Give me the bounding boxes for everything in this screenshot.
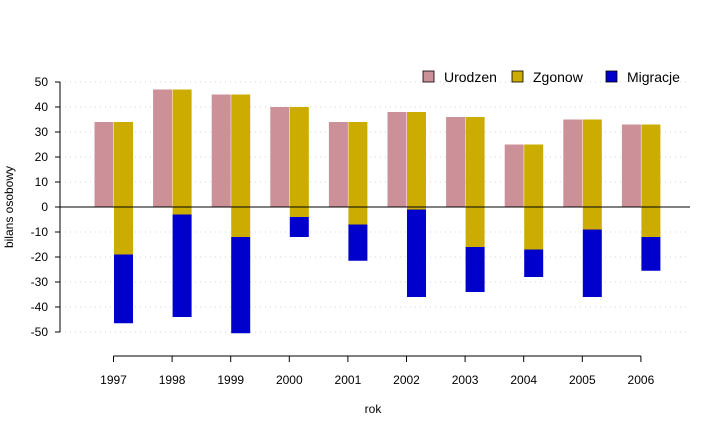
y-tick-label: -30 (31, 275, 49, 289)
x-tick-label: 2006 (628, 373, 655, 387)
bar-urodzen-2005 (563, 119, 583, 207)
x-tick-label: 2001 (335, 373, 362, 387)
y-tick-label: 0 (41, 200, 48, 214)
bar-migracje-2001 (348, 224, 368, 261)
bar-zgonow-2001 (348, 122, 368, 225)
x-tick-label: 2000 (276, 373, 303, 387)
legend: Urodzen Zgonow Migracje (422, 69, 680, 85)
y-tick-label: 50 (35, 75, 49, 89)
bar-urodzen-1999 (211, 94, 231, 207)
legend-swatch-migracje (605, 70, 618, 83)
bar-zgonow-2004 (524, 144, 544, 250)
bar-migracje-2000 (289, 217, 309, 237)
bar-zgonow-2002 (407, 112, 426, 210)
bar-zgonow-2005 (582, 119, 602, 230)
bar-zgonow-1998 (172, 89, 192, 215)
x-tick-label: 1999 (217, 373, 244, 387)
bar-migracje-2006 (641, 237, 661, 271)
bar-zgonow-1997 (114, 122, 133, 255)
bar-zgonow-2003 (465, 117, 485, 247)
y-tick-label: -40 (31, 300, 49, 314)
bar-zgonow-2006 (641, 124, 661, 237)
bar-migracje-2002 (407, 209, 426, 297)
bar-urodzen-2000 (270, 107, 290, 207)
bar-urodzen-2001 (328, 122, 348, 207)
x-axis-title: rok (365, 402, 383, 416)
y-tick-label: -50 (31, 325, 49, 339)
legend-label-migracje: Migracje (627, 69, 680, 85)
y-tick-label: 40 (35, 100, 49, 114)
x-tick-label: 1997 (100, 373, 127, 387)
x-tick-label: 2003 (452, 373, 479, 387)
bar-migracje-1997 (114, 254, 133, 324)
legend-label-urodzen: Urodzen (444, 69, 497, 85)
legend-swatch-urodzen (422, 70, 435, 83)
bar-urodzen-1997 (94, 122, 114, 207)
bar-migracje-2004 (524, 249, 544, 277)
bar-urodzen-1998 (153, 89, 173, 207)
bar-migracje-2005 (582, 229, 602, 297)
y-axis-title: bilans osobowy (2, 166, 16, 248)
bar-urodzen-2002 (387, 112, 407, 207)
y-tick-label: 30 (35, 125, 49, 139)
bar-zgonow-2000 (289, 107, 309, 217)
y-tick-label: 10 (35, 175, 49, 189)
x-axis: 1997 1998 1999 2000 2001 2002 2003 2004 2005 2006 (100, 356, 655, 387)
bar-urodzen-2004 (504, 144, 524, 207)
bar-urodzen-2003 (446, 117, 466, 207)
bar-migracje-1998 (172, 214, 192, 317)
bar-migracje-2003 (465, 247, 485, 292)
legend-swatch-zgonow (511, 70, 524, 83)
bars (94, 89, 661, 334)
y-tick-label: 20 (35, 150, 49, 164)
bar-zgonow-1999 (231, 94, 251, 237)
legend-label-zgonow: Zgonow (533, 69, 584, 85)
x-tick-label: 2002 (393, 373, 420, 387)
y-tick-label: -20 (31, 250, 49, 264)
x-tick-label: 2005 (569, 373, 596, 387)
bar-migracje-1999 (231, 237, 251, 334)
bar-urodzen-2006 (621, 124, 641, 207)
x-tick-label: 1998 (159, 373, 186, 387)
y-tick-label: -10 (31, 225, 49, 239)
x-tick-label: 2004 (510, 373, 537, 387)
y-axis: -50 -40 -30 -20 -10 0 10 20 30 40 50 (31, 75, 60, 339)
